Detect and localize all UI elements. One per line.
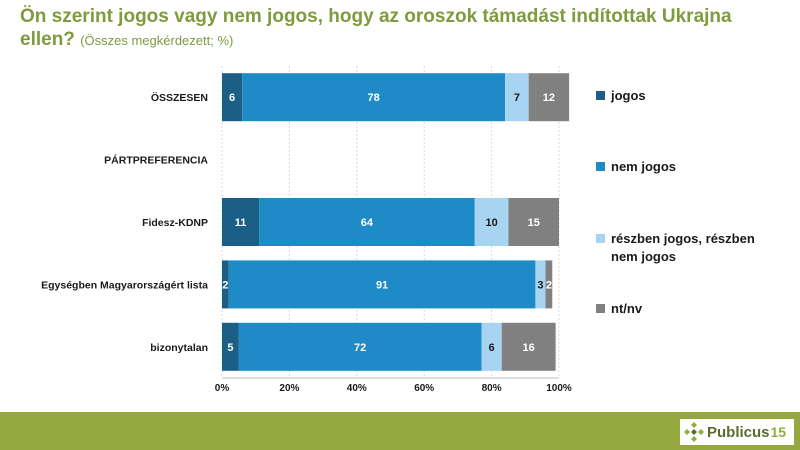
data-label: 6 <box>489 342 495 354</box>
legend-label: részben jogos, részben <box>611 231 755 246</box>
bar-segment <box>505 73 529 122</box>
legend-label: nt/nv <box>611 301 643 316</box>
category-label: ÖSSZESEN <box>151 91 208 104</box>
bar-segment <box>535 260 546 309</box>
bar-segment <box>481 322 502 371</box>
x-tick-label: 80% <box>482 383 502 394</box>
bar-segment <box>242 73 506 122</box>
category-label: Egységben Magyarországért lista <box>41 279 208 291</box>
category-label: bizonytalan <box>150 342 208 354</box>
data-label: 16 <box>523 342 535 354</box>
chart-title-main: Ön szerint jogos vagy nem jogos, hogy az… <box>20 6 732 50</box>
data-label: 2 <box>546 279 552 291</box>
data-label: 5 <box>227 342 233 354</box>
data-label: 11 <box>235 217 247 229</box>
data-label: 64 <box>361 217 374 229</box>
x-tick-label: 40% <box>347 383 367 394</box>
bar-segment <box>501 322 556 371</box>
data-label: 2 <box>222 279 228 291</box>
stacked-bar-chart: 0% 20% 40% 60% 80% 100% ÖSSZESEN 6 78 7 12 PÁRTPREF… <box>41 66 755 394</box>
bar-segment <box>528 73 570 122</box>
legend-swatch <box>596 91 605 100</box>
bar-segment <box>238 322 482 371</box>
category-label: PÁRTPREFERENCIA <box>104 154 208 167</box>
data-label: 78 <box>368 92 380 104</box>
bar-segment <box>474 198 509 246</box>
legend-swatch <box>596 162 605 171</box>
data-label: 72 <box>354 342 366 354</box>
footer-bar <box>0 412 800 450</box>
bar-segment <box>222 73 243 122</box>
logo-number: 15 <box>770 424 787 440</box>
legend-swatch <box>596 304 605 313</box>
legend-label: nem jogos <box>611 249 676 264</box>
legend-label: jogos <box>610 88 646 103</box>
bar-segment <box>545 260 553 309</box>
x-tick-label: 60% <box>414 383 434 394</box>
category-label: Fidesz-KDNP <box>142 217 208 229</box>
legend-swatch <box>596 234 605 243</box>
data-label: 10 <box>485 217 497 229</box>
data-label: 6 <box>229 92 235 104</box>
x-tick-label: 20% <box>279 383 299 394</box>
data-label: 3 <box>537 279 543 291</box>
bar-segment <box>222 322 239 371</box>
data-label: 7 <box>514 92 520 104</box>
logo-text: Publicus <box>707 423 770 441</box>
chart-title-sub: (Összes megkérdezett; %) <box>80 33 234 48</box>
publicus-logo: Publicus 15 <box>680 419 794 445</box>
bar-segment <box>259 198 475 246</box>
bar-segment <box>222 260 229 309</box>
data-label: 15 <box>528 217 540 229</box>
legend-label: nem jogos <box>611 159 676 174</box>
data-label: 91 <box>376 279 388 291</box>
bar-segment <box>508 198 559 246</box>
x-tick-label: 100% <box>546 383 572 394</box>
chart-title: Ön szerint jogos vagy nem jogos, hogy az… <box>20 5 780 52</box>
bar-segment <box>228 260 536 309</box>
x-tick-label: 0% <box>215 383 230 394</box>
publicus-logo-icon <box>684 422 704 442</box>
data-label: 12 <box>543 92 555 104</box>
bar-segment <box>222 198 260 246</box>
